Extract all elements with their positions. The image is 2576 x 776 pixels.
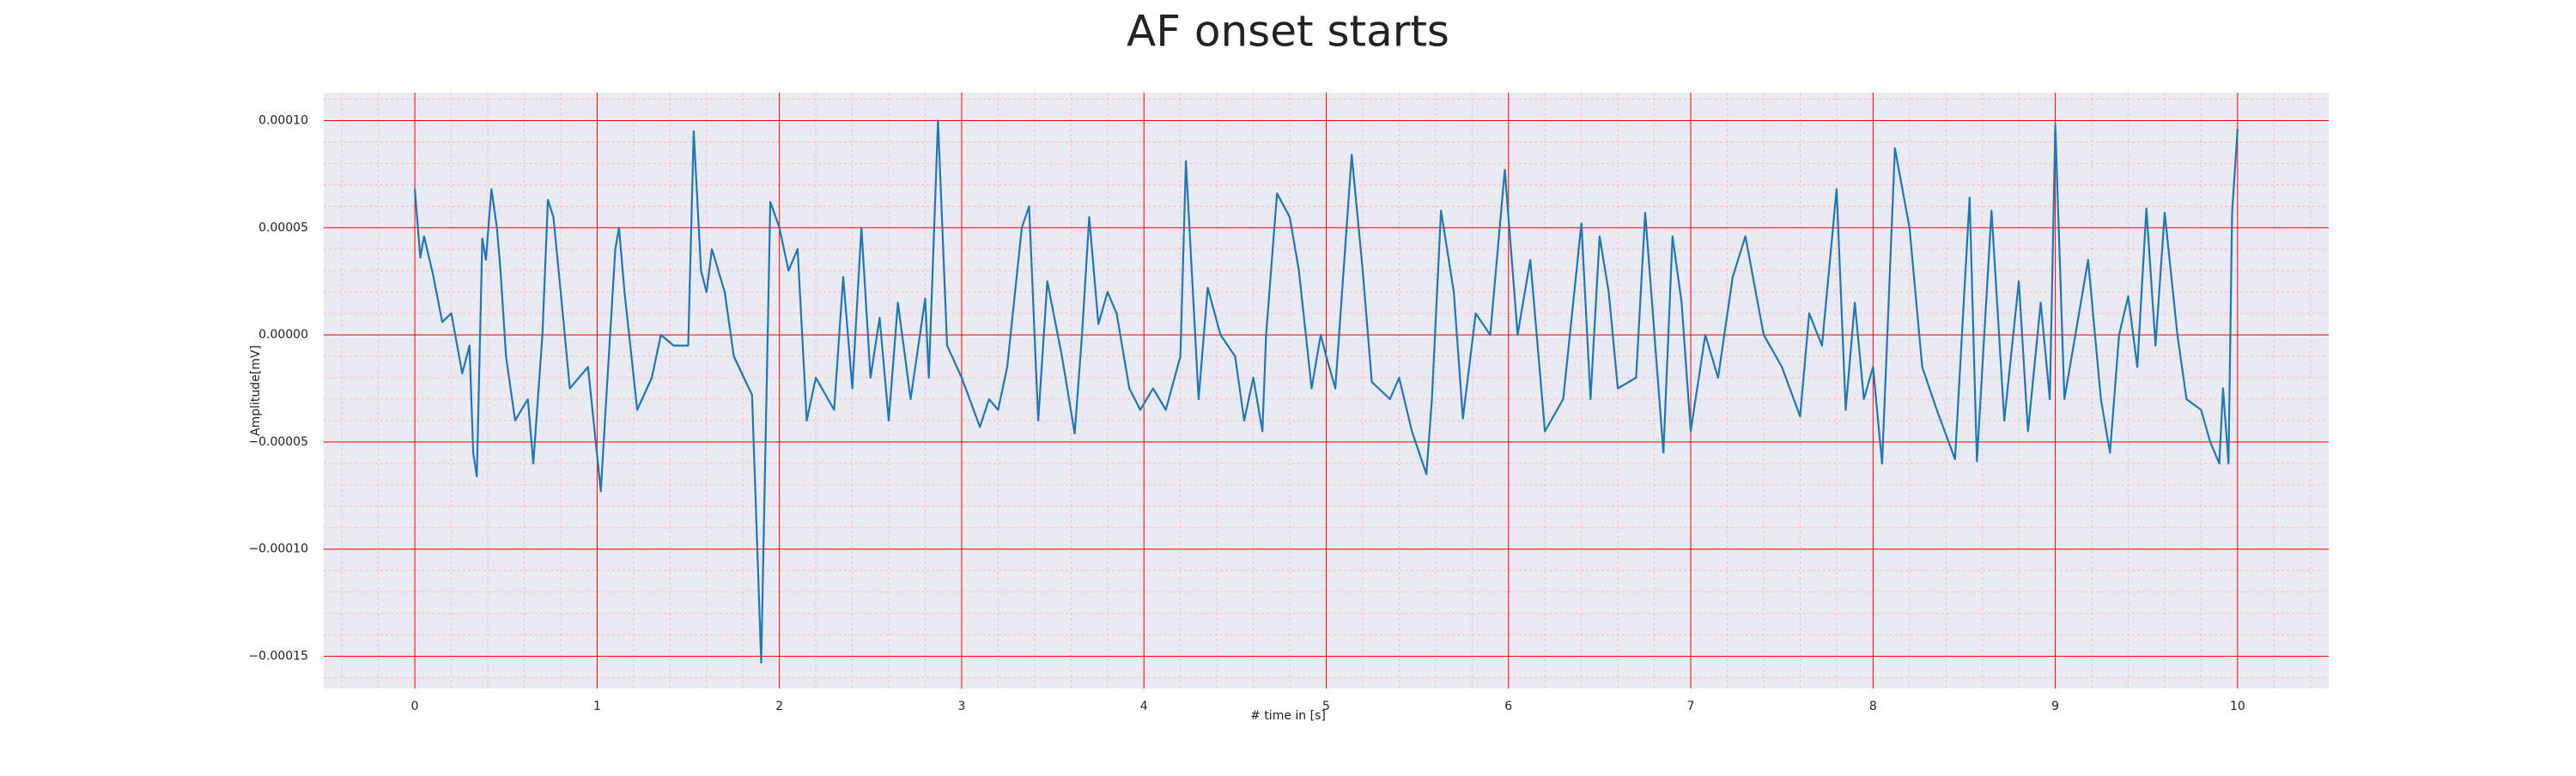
x-tick-label: 10 xyxy=(2230,700,2245,713)
x-tick-label: 2 xyxy=(775,700,783,713)
x-tick-label: 8 xyxy=(1869,700,1877,713)
x-tick-label: 6 xyxy=(1504,700,1512,713)
chart-title: AF onset starts xyxy=(1127,7,1449,57)
x-tick-label: 1 xyxy=(593,700,601,713)
y-tick-label: 0.00010 xyxy=(258,113,308,127)
x-tick-label: 3 xyxy=(957,700,965,713)
x-axis-label: # time in [s] xyxy=(1250,709,1326,723)
signal-line xyxy=(414,119,2239,664)
y-tick-label: −0.00010 xyxy=(248,543,308,556)
y-tick-label: 0.00000 xyxy=(258,328,308,342)
y-tick-label: −0.00015 xyxy=(248,650,308,664)
x-tick-label: 7 xyxy=(1687,700,1695,713)
x-tick-label: 4 xyxy=(1140,700,1148,713)
y-tick-label: −0.00005 xyxy=(248,435,308,449)
x-tick-label: 0 xyxy=(411,700,419,713)
x-tick-label: 9 xyxy=(2051,700,2059,713)
x-tick-label: 5 xyxy=(1322,700,1330,713)
y-tick-label: 0.00005 xyxy=(258,221,308,234)
y-axis-label: Amplitude[mV] xyxy=(249,345,263,436)
